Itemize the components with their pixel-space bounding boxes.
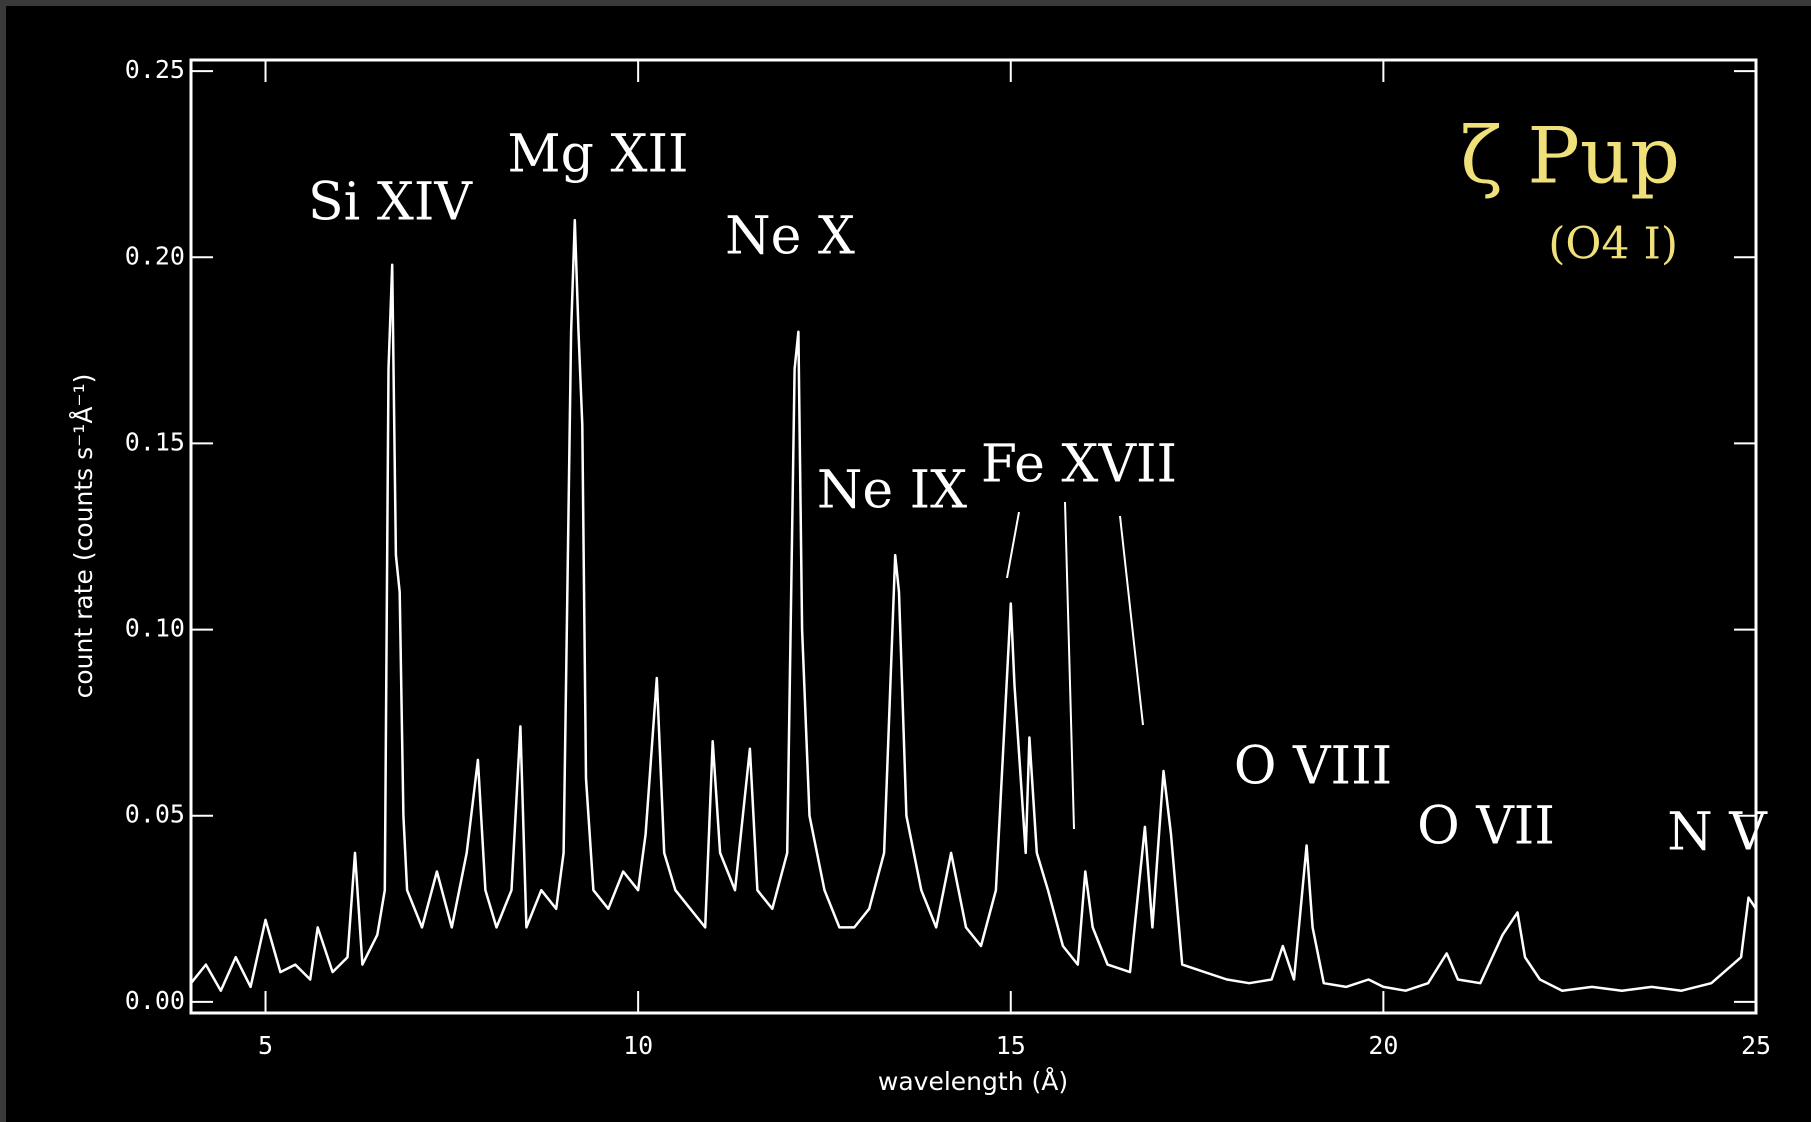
pointer-line: [1064, 501, 1075, 830]
x-tick-label: 20: [1368, 1031, 1398, 1060]
line-label: Fe XVII: [981, 435, 1177, 495]
x-tick-label: 5: [258, 1031, 273, 1060]
line-label: Mg XII: [507, 125, 688, 185]
y-tick-label: 0.15: [125, 427, 185, 456]
chart-title: ζ Pup: [1460, 112, 1680, 202]
y-tick-label: 0.00: [125, 986, 185, 1015]
x-tick-label: 15: [996, 1031, 1026, 1060]
pointer-line: [1006, 511, 1020, 579]
x-tick-label: 25: [1741, 1031, 1771, 1060]
line-label: O VII: [1417, 797, 1555, 857]
line-label: N V: [1667, 803, 1768, 863]
y-tick-label: 0.20: [125, 241, 185, 270]
spectrum-line: [190, 218, 1758, 992]
y-axis-title: count rate (counts s⁻¹Å⁻¹): [69, 374, 98, 699]
line-label: O VIII: [1234, 737, 1392, 797]
plot-frame: [189, 58, 1758, 1015]
y-tick-label: 0.10: [125, 614, 185, 643]
line-label: Ne X: [725, 207, 855, 267]
x-tick-label: 10: [623, 1031, 653, 1060]
y-tick-label: 0.25: [125, 55, 185, 84]
line-label: Ne IX: [817, 461, 967, 521]
chart-subtitle: (O4 I): [1548, 219, 1678, 270]
background: [6, 6, 1811, 1122]
pointer-line: [1119, 515, 1144, 726]
line-label: Si XIV: [308, 173, 473, 233]
y-tick-label: 0.05: [125, 800, 185, 829]
x-axis-title: wavelength (Å): [878, 1067, 1068, 1096]
